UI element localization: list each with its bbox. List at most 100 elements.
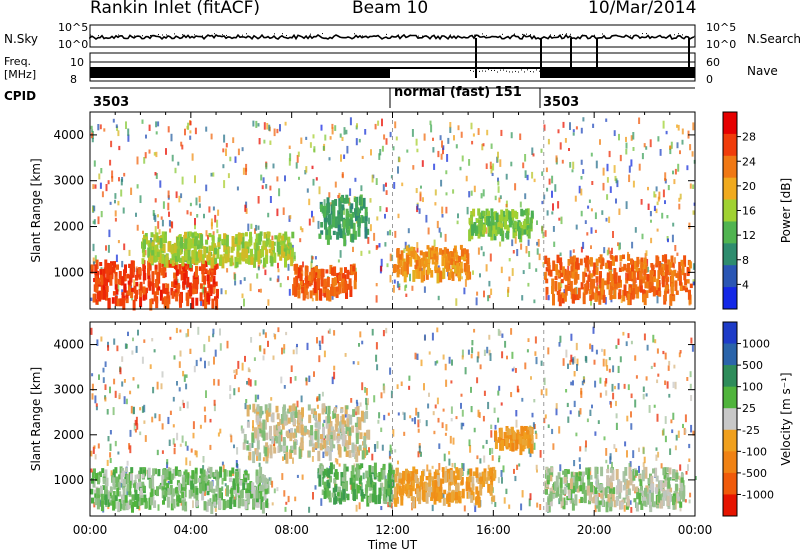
echo-cell bbox=[475, 297, 478, 306]
colorbar-segment bbox=[723, 343, 737, 366]
cpid-label: CPID bbox=[4, 89, 36, 103]
band-cell bbox=[173, 242, 177, 254]
band-cell bbox=[364, 206, 368, 217]
band-cell bbox=[323, 490, 327, 499]
echo-cell bbox=[349, 117, 352, 126]
band-cell bbox=[279, 429, 283, 435]
band-cell bbox=[610, 273, 614, 286]
echo-cell bbox=[93, 445, 96, 449]
band-cell bbox=[599, 271, 602, 278]
band-cell bbox=[461, 491, 465, 497]
echo-cell bbox=[499, 330, 502, 337]
echo-cell bbox=[212, 328, 215, 335]
band-cell bbox=[142, 252, 146, 258]
band-cell bbox=[529, 431, 532, 441]
band-cell bbox=[630, 258, 633, 265]
nsearch-dot bbox=[558, 35, 559, 37]
band-cell bbox=[586, 259, 590, 268]
nsearch-dot bbox=[582, 34, 583, 36]
echo-cell bbox=[457, 213, 459, 219]
echo-cell bbox=[279, 282, 282, 288]
echo-cell bbox=[255, 120, 258, 128]
band-cell bbox=[608, 289, 612, 296]
echo-cell bbox=[642, 386, 645, 393]
echo-cell bbox=[208, 335, 211, 342]
echo-cell bbox=[505, 203, 508, 208]
echo-cell bbox=[533, 442, 536, 450]
band-cell bbox=[254, 248, 258, 260]
echo-cell bbox=[486, 346, 489, 354]
band-cell bbox=[566, 469, 570, 475]
echo-cell bbox=[362, 472, 365, 480]
echo-cell bbox=[397, 166, 399, 174]
nsearch-dot bbox=[550, 34, 551, 36]
band-cell bbox=[683, 255, 687, 267]
echo-cell bbox=[662, 120, 665, 129]
band-cell bbox=[438, 491, 442, 503]
band-cell bbox=[561, 266, 565, 276]
band-cell bbox=[412, 247, 416, 259]
band-cell bbox=[337, 444, 341, 455]
band-cell bbox=[632, 276, 636, 288]
band-cell bbox=[241, 248, 245, 258]
echo-cell bbox=[421, 160, 424, 167]
echo-cell bbox=[460, 131, 463, 138]
band-cell bbox=[639, 479, 643, 487]
echo-cell bbox=[482, 251, 485, 257]
band-cell bbox=[664, 490, 668, 501]
colorbar-tick-label: 8 bbox=[742, 254, 749, 267]
echo-cell bbox=[460, 422, 463, 430]
echo-cell bbox=[679, 464, 682, 471]
band-cell bbox=[642, 497, 646, 504]
echo-cell bbox=[543, 417, 546, 424]
band-cell bbox=[530, 437, 534, 446]
echo-cell bbox=[559, 335, 562, 343]
band-cell bbox=[94, 264, 98, 275]
echo-cell bbox=[609, 453, 612, 460]
echo-cell bbox=[528, 262, 531, 270]
band-cell bbox=[615, 469, 619, 481]
echo-cell bbox=[397, 460, 399, 465]
band-cell bbox=[455, 484, 458, 492]
colorbar-segment bbox=[723, 177, 737, 201]
band-cell bbox=[354, 271, 357, 282]
echo-cell bbox=[321, 335, 324, 344]
echo-cell bbox=[613, 444, 616, 449]
echo-cell bbox=[638, 465, 640, 473]
echo-cell bbox=[671, 429, 674, 434]
echo-cell bbox=[285, 501, 288, 505]
echo-cell bbox=[225, 143, 228, 148]
band-cell bbox=[91, 497, 94, 504]
echo-cell bbox=[436, 397, 439, 405]
echo-cell bbox=[137, 329, 139, 336]
echo-cell bbox=[436, 327, 439, 333]
echo-cell bbox=[181, 399, 184, 406]
echo-cell bbox=[451, 463, 454, 468]
band-cell bbox=[293, 446, 297, 455]
nsearch-dot bbox=[274, 33, 275, 35]
band-cell bbox=[243, 439, 247, 444]
band-cell bbox=[249, 491, 253, 499]
band-cell bbox=[246, 483, 250, 490]
band-cell bbox=[345, 217, 349, 229]
band-cell bbox=[340, 408, 343, 414]
band-cell bbox=[156, 272, 160, 282]
echo-cell bbox=[343, 127, 346, 135]
band-cell bbox=[283, 411, 287, 424]
echo-cell bbox=[404, 241, 407, 249]
echo-cell bbox=[374, 444, 377, 452]
band-cell bbox=[400, 267, 404, 275]
echo-cell bbox=[664, 352, 667, 360]
band-cell bbox=[580, 282, 584, 290]
echo-cell bbox=[210, 133, 213, 140]
echo-cell bbox=[358, 502, 361, 510]
echo-cell bbox=[216, 229, 219, 234]
band-cell bbox=[173, 251, 177, 262]
echo-cell bbox=[614, 385, 616, 390]
band-cell bbox=[189, 238, 193, 245]
echo-cell bbox=[229, 156, 232, 162]
band-cell bbox=[460, 268, 464, 274]
echo-cell bbox=[97, 216, 100, 225]
echo-cell bbox=[381, 145, 384, 152]
band-cell bbox=[147, 467, 151, 478]
